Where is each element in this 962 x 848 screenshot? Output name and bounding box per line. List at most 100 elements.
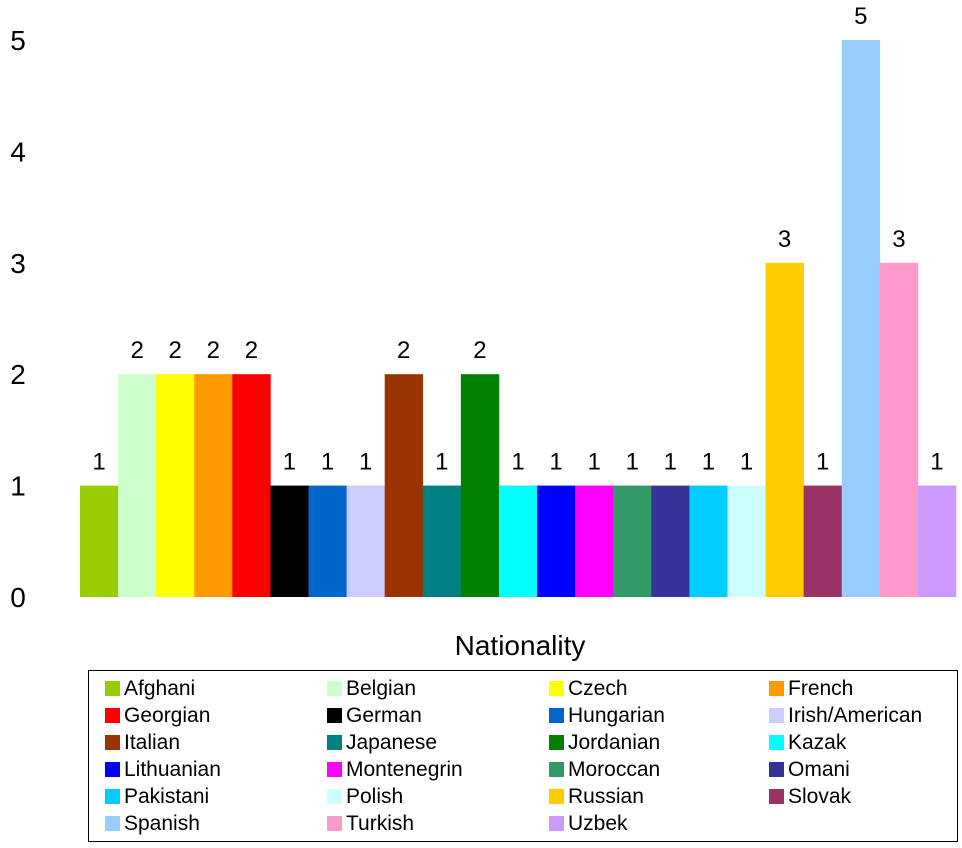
legend-item: Russian — [549, 783, 644, 809]
legend-label: Italian — [124, 730, 181, 754]
legend-item: Afghani — [105, 675, 195, 701]
legend-swatch — [105, 815, 120, 831]
bar-data-label: 5 — [854, 3, 867, 30]
legend-item: Turkish — [327, 810, 414, 836]
legend-label: Kazak — [788, 730, 847, 754]
legend-item: Montenegrin — [327, 756, 463, 782]
y-tick-label: 3 — [10, 248, 26, 279]
bar-data-label: 1 — [511, 449, 524, 476]
legend-item: Italian — [105, 729, 180, 755]
legend-label: German — [346, 703, 422, 727]
legend-label: Irish/American — [788, 703, 923, 727]
y-tick-label: 4 — [10, 136, 26, 167]
legend-label: Georgian — [124, 703, 211, 727]
legend-swatch — [549, 761, 564, 777]
bar-data-label: 2 — [245, 337, 258, 364]
legend-item: French — [769, 675, 853, 701]
legend-label: Lithuanian — [124, 757, 221, 781]
legend-item: Lithuanian — [105, 756, 221, 782]
legend-swatch — [769, 707, 784, 723]
bar-data-label: 2 — [169, 337, 182, 364]
legend-swatch — [327, 815, 342, 831]
legend-label: Turkish — [346, 811, 415, 835]
bar-data-label: 1 — [930, 449, 943, 476]
bar-omani — [651, 485, 690, 597]
legend-item: German — [327, 702, 422, 728]
bar-irish-american — [346, 485, 385, 597]
legend-swatch — [327, 734, 342, 750]
legend-swatch — [549, 734, 564, 750]
bar-czech — [156, 374, 195, 597]
legend-item: Omani — [769, 756, 850, 782]
legend-swatch — [327, 788, 342, 804]
bar-turkish — [879, 262, 919, 597]
y-tick-label: 1 — [10, 471, 26, 502]
legend-item: Georgian — [105, 702, 210, 728]
legend-label: Hungarian — [568, 703, 665, 727]
bar-data-label: 1 — [283, 449, 296, 476]
legend-label: Moroccan — [568, 757, 661, 781]
legend-swatch — [769, 761, 784, 777]
bar-data-label: 1 — [359, 449, 372, 476]
legend-swatch — [549, 680, 564, 696]
legend-label: Jordanian — [568, 730, 661, 754]
bar-data-label: 1 — [626, 449, 639, 476]
bar-data-label: 1 — [664, 449, 677, 476]
bar-spanish — [841, 40, 881, 597]
bar-data-label: 3 — [778, 226, 791, 253]
legend-swatch — [327, 680, 342, 696]
bar-data-label: 1 — [740, 449, 753, 476]
bar-moroccan — [613, 485, 652, 597]
legend-swatch — [327, 761, 342, 777]
bar-german — [270, 485, 309, 597]
legend: Afghani Belgian Czech French Georgian German H… — [88, 670, 958, 842]
bar-afghani — [80, 485, 119, 597]
legend-swatch — [105, 707, 120, 723]
legend-swatch — [105, 680, 120, 696]
legend-label: Czech — [568, 676, 628, 700]
legend-item: Czech — [549, 675, 628, 701]
legend-item: Polish — [327, 783, 403, 809]
bar-data-label: 1 — [435, 449, 448, 476]
legend-label: Japanese — [346, 730, 438, 754]
bar-slovak — [803, 485, 843, 597]
bar-belgian — [118, 374, 157, 597]
legend-swatch — [549, 788, 564, 804]
legend-label: Afghani — [124, 676, 196, 700]
legend-item: Japanese — [327, 729, 437, 755]
legend-swatch — [769, 680, 784, 696]
y-tick-label: 2 — [10, 359, 26, 390]
legend-item: Kazak — [769, 729, 846, 755]
bars — [80, 40, 957, 597]
legend-label: Slovak — [788, 784, 852, 808]
legend-item: Slovak — [769, 783, 851, 809]
y-tick-label: 0 — [10, 582, 26, 613]
bar-italian — [384, 374, 424, 597]
bar-uzbek — [917, 485, 957, 597]
legend-item: Hungarian — [549, 702, 665, 728]
legend-swatch — [549, 815, 564, 831]
legend-swatch — [327, 707, 342, 723]
bar-data-label: 2 — [130, 337, 143, 364]
legend-item: Pakistani — [105, 783, 209, 809]
legend-item: Uzbek — [549, 810, 628, 836]
bar-japanese — [422, 485, 462, 597]
bar-polish — [727, 485, 766, 597]
legend-swatch — [105, 788, 120, 804]
legend-label: Uzbek — [568, 811, 628, 835]
bar-data-label: 1 — [92, 449, 105, 476]
legend-swatch — [769, 734, 784, 750]
legend-item: Belgian — [327, 675, 416, 701]
bar-montenegrin — [575, 485, 614, 597]
legend-swatch — [105, 761, 120, 777]
legend-item: Spanish — [105, 810, 200, 836]
bar-data-label: 2 — [397, 337, 410, 364]
legend-label: Russian — [568, 784, 644, 808]
x-axis-title: Nationality — [455, 630, 586, 661]
legend-label: Omani — [788, 757, 850, 781]
legend-label: Polish — [346, 784, 404, 808]
legend-label: Belgian — [346, 676, 417, 700]
bar-data-label: 2 — [207, 337, 220, 364]
bar-data-label: 1 — [549, 449, 562, 476]
